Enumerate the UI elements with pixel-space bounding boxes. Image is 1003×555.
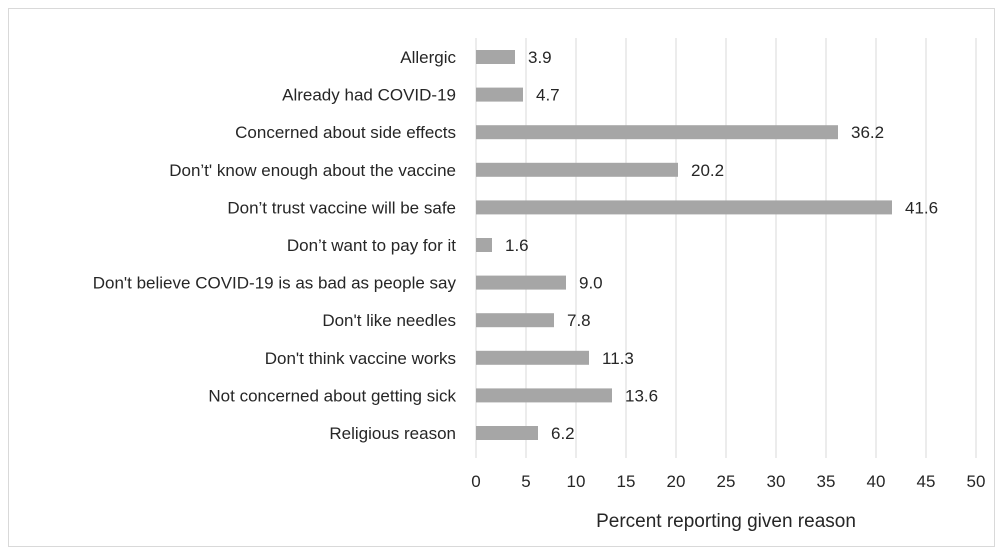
category-label: Don't think vaccine works bbox=[265, 349, 456, 368]
x-tick-label: 40 bbox=[867, 472, 886, 491]
x-tick-label: 30 bbox=[767, 472, 786, 491]
category-label: Not concerned about getting sick bbox=[208, 386, 456, 405]
bar bbox=[476, 313, 554, 328]
x-tick-label: 0 bbox=[471, 472, 480, 491]
value-labels: 3.9 4.7 36.2 20.2 41.6 1.6 9.0 7.8 11.3 13.6 6.2 bbox=[505, 48, 938, 443]
data-label: 36.2 bbox=[851, 123, 884, 142]
category-label: Allergic bbox=[400, 48, 456, 67]
data-label: 9.0 bbox=[579, 274, 603, 293]
data-label: 3.9 bbox=[528, 48, 552, 67]
data-label: 1.6 bbox=[505, 236, 529, 255]
x-tick-label: 25 bbox=[717, 472, 736, 491]
bar bbox=[476, 87, 523, 102]
data-label: 41.6 bbox=[905, 198, 938, 217]
bar bbox=[476, 125, 838, 140]
bar bbox=[476, 50, 515, 64]
category-label: Don’t trust vaccine will be safe bbox=[227, 198, 456, 217]
bar bbox=[476, 388, 612, 403]
x-tick-label: 50 bbox=[967, 472, 986, 491]
bar bbox=[476, 162, 678, 177]
bar bbox=[476, 275, 566, 290]
x-tick-label: 35 bbox=[817, 472, 836, 491]
category-label: Don’t want to pay for it bbox=[287, 236, 456, 255]
category-label: Concerned about side effects bbox=[235, 123, 456, 142]
x-tick-label: 10 bbox=[567, 472, 586, 491]
category-label: Don't believe COVID-19 is as bad as peop… bbox=[93, 274, 457, 293]
category-labels: Allergic Already had COVID-19 Concerned ab… bbox=[93, 48, 457, 443]
x-axis-ticks: 0 5 10 15 20 25 30 35 40 45 50 bbox=[471, 472, 985, 491]
x-tick-label: 15 bbox=[617, 472, 636, 491]
x-tick-label: 45 bbox=[917, 472, 936, 491]
x-axis-title: Percent reporting given reason bbox=[596, 511, 856, 532]
bar bbox=[476, 200, 892, 215]
data-label: 20.2 bbox=[691, 161, 724, 180]
bar bbox=[476, 426, 538, 440]
gridlines bbox=[475, 38, 977, 458]
category-label: Don't like needles bbox=[322, 311, 456, 330]
data-label: 4.7 bbox=[536, 86, 560, 105]
bar bbox=[476, 350, 589, 365]
data-label: 7.8 bbox=[567, 311, 591, 330]
data-label: 13.6 bbox=[625, 386, 658, 405]
category-label: Already had COVID-19 bbox=[282, 86, 456, 105]
x-tick-label: 5 bbox=[521, 472, 530, 491]
category-label: Don’t' know enough about the vaccine bbox=[169, 161, 456, 180]
bars bbox=[476, 50, 892, 440]
data-label: 11.3 bbox=[602, 349, 634, 368]
x-tick-label: 20 bbox=[667, 472, 686, 491]
data-label: 6.2 bbox=[551, 424, 575, 443]
category-label: Religious reason bbox=[329, 424, 456, 443]
bar bbox=[476, 238, 492, 252]
